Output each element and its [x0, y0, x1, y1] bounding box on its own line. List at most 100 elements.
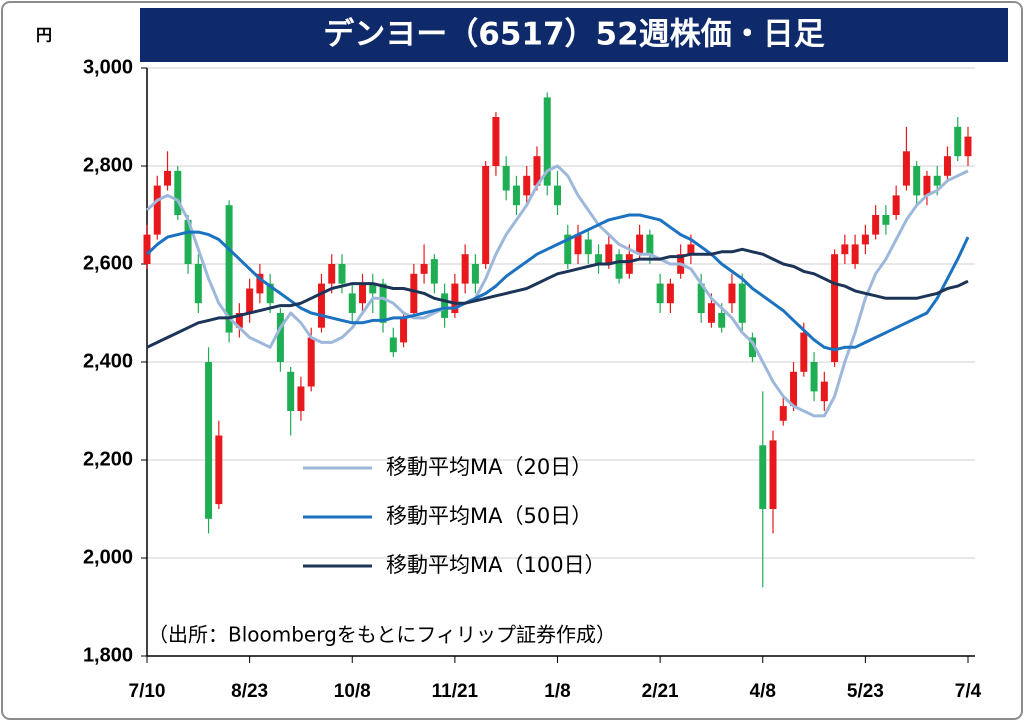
candle-body — [759, 445, 767, 509]
candle-body — [482, 166, 490, 264]
candle-body — [892, 195, 900, 215]
candle-body — [359, 283, 367, 304]
ma-line — [145, 164, 969, 418]
x-tick-label: 10/8 — [334, 681, 371, 702]
candle-body — [164, 170, 172, 186]
candle-body — [174, 170, 182, 215]
candle-body — [923, 175, 931, 196]
candle-body — [441, 293, 449, 318]
unit-label: 円 — [36, 26, 52, 45]
x-tick-label: 1/8 — [544, 681, 570, 702]
candle-body — [502, 166, 510, 191]
candle-body — [430, 259, 438, 284]
candle-body — [389, 337, 397, 353]
candle-body — [523, 175, 531, 196]
candle-body — [615, 254, 623, 279]
candle-body — [779, 406, 787, 421]
y-tick-label: 3,000 — [83, 56, 133, 78]
source-note: （出所：Bloombergをもとにフィリップ証券作成） — [148, 623, 616, 647]
candle-body — [820, 381, 828, 402]
candle-body — [379, 283, 387, 323]
y-tick-label: 1,800 — [83, 644, 133, 666]
ma-line — [146, 247, 969, 349]
candle-body — [769, 440, 777, 509]
candle-body — [246, 288, 254, 313]
candle-body — [225, 205, 233, 333]
x-tick-label: 7/4 — [955, 681, 982, 702]
x-tick-label: 11/21 — [432, 681, 479, 702]
candle-body — [800, 332, 808, 372]
candle-body — [410, 273, 418, 313]
x-tick-label: 5/23 — [847, 681, 884, 702]
y-tick-label: 2,600 — [83, 252, 133, 274]
y-tick-label: 2,800 — [83, 154, 133, 176]
candle-body — [943, 156, 951, 176]
candle-body — [266, 283, 274, 304]
candle-body — [554, 185, 561, 206]
candle-body — [882, 215, 890, 225]
candle-body — [748, 337, 756, 358]
candle-body — [492, 117, 500, 166]
chart-title: デンヨー（6517）52週株価・日足 — [323, 17, 824, 53]
candle-body — [543, 97, 551, 186]
candle-body — [184, 219, 192, 264]
x-tick-label: 8/23 — [231, 681, 268, 702]
candle-body — [420, 264, 428, 274]
candle-body — [728, 283, 736, 304]
candle-body — [913, 166, 921, 196]
candle-body — [584, 239, 592, 255]
candle-body — [954, 126, 962, 157]
candle-body — [902, 151, 910, 186]
candle-body — [256, 273, 264, 294]
y-tick-label: 2,400 — [83, 350, 133, 372]
candle-body — [153, 185, 161, 235]
y-tick-label: 2,000 — [83, 546, 133, 568]
candle-body — [215, 435, 223, 505]
candle-body — [194, 264, 202, 304]
marks — [143, 92, 972, 588]
candle-body — [841, 244, 849, 255]
candle-body — [205, 362, 213, 519]
ma-line — [145, 213, 970, 352]
candle-body — [697, 283, 705, 313]
candle-body — [666, 283, 674, 304]
candle-body — [872, 215, 880, 235]
candle-body — [143, 234, 151, 264]
candle-body — [369, 283, 377, 294]
candle-body — [235, 313, 243, 328]
candle-body — [595, 254, 603, 264]
candle-body — [636, 234, 644, 255]
candle-body — [625, 254, 633, 274]
candle-body — [646, 234, 654, 255]
legend-label: 移動平均MA（100日） — [386, 553, 606, 577]
candle-body — [287, 371, 295, 411]
candle-body — [400, 317, 408, 343]
candle-body — [338, 264, 346, 284]
candle-body — [964, 136, 972, 157]
candle-body — [831, 254, 839, 362]
candle-body — [861, 234, 869, 245]
candle-body — [348, 293, 356, 313]
candle-body — [707, 303, 715, 323]
x-tick-label: 7/10 — [129, 681, 166, 702]
candle-body — [656, 283, 664, 304]
legend-label: 移動平均MA（50日） — [386, 504, 592, 528]
candle-body — [605, 244, 613, 264]
candle-body — [297, 386, 305, 411]
candle-body — [738, 283, 746, 323]
candle-body — [810, 362, 818, 392]
candle-body — [718, 313, 726, 328]
title-banner — [140, 8, 1008, 62]
candle-body — [317, 283, 325, 328]
candle-body — [276, 313, 284, 362]
candle-body — [574, 234, 582, 255]
candle-body — [790, 371, 798, 407]
y-tick-label: 2,200 — [83, 448, 133, 470]
candle-body — [307, 337, 315, 387]
candle-body — [687, 244, 695, 255]
candle-body — [564, 234, 572, 264]
x-tick-label: 4/8 — [750, 681, 776, 702]
